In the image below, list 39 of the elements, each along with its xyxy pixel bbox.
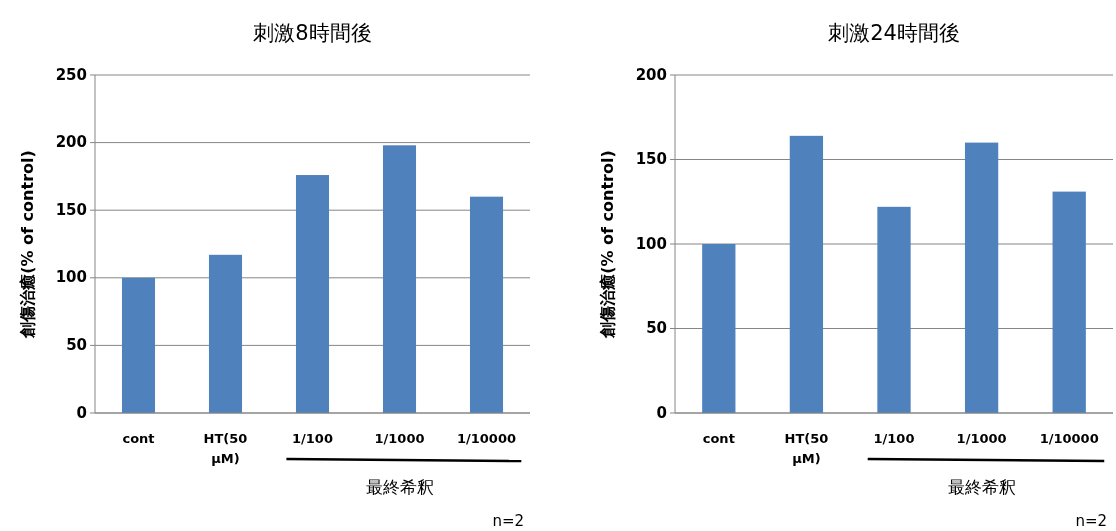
y-tick-label: 50 xyxy=(66,335,87,354)
y-tick-label: 200 xyxy=(55,133,87,152)
x-axis-title: 最終希釈 xyxy=(947,477,1016,497)
bar xyxy=(1052,191,1086,413)
x-tick-label: HT(50 μM) xyxy=(203,431,248,466)
y-axis-title: 創傷治癒(% of control) xyxy=(598,150,617,339)
x-tick-label: 1/10000 xyxy=(1039,431,1099,446)
x-tick-label: 1/100 xyxy=(873,431,915,446)
x-tick-label: cont xyxy=(122,431,155,446)
bar xyxy=(964,142,999,413)
bar xyxy=(702,244,736,413)
bar xyxy=(789,135,824,413)
x-tick-label: 1/1000 xyxy=(374,431,425,446)
text: n=2 xyxy=(1075,512,1107,530)
x-tick-label: cont xyxy=(702,431,735,446)
x-axis-title: 最終希釈 xyxy=(365,477,434,497)
bar xyxy=(469,196,504,413)
y-tick-label: 0 xyxy=(76,403,87,422)
y-tick-label: 50 xyxy=(646,319,667,337)
y-tick-label: 100 xyxy=(55,268,87,287)
y-axis-title: 創傷治癒(% of control) xyxy=(18,150,37,339)
y-tick-label: 200 xyxy=(635,65,667,84)
x-tick-label: 1/100 xyxy=(292,431,333,446)
x-tick-label: 1/10000 xyxy=(456,431,517,446)
bar xyxy=(295,175,330,413)
y-tick-label: 100 xyxy=(635,234,667,253)
x-tick-label: 1/1000 xyxy=(956,431,1007,446)
bar xyxy=(877,206,911,413)
x-tick-label: HT(50 μM) xyxy=(784,431,829,466)
y-tick-label: 150 xyxy=(55,200,87,219)
y-tick-label: 0 xyxy=(656,403,667,422)
chart-title: 刺激8時間後 xyxy=(253,21,372,45)
chart-title: 刺激24時間後 xyxy=(828,21,960,45)
text: n=2 xyxy=(492,512,524,530)
y-tick-label: 250 xyxy=(55,65,87,84)
bar xyxy=(382,145,417,413)
bar xyxy=(208,254,243,413)
bar xyxy=(121,277,156,413)
y-tick-label: 150 xyxy=(635,150,667,168)
